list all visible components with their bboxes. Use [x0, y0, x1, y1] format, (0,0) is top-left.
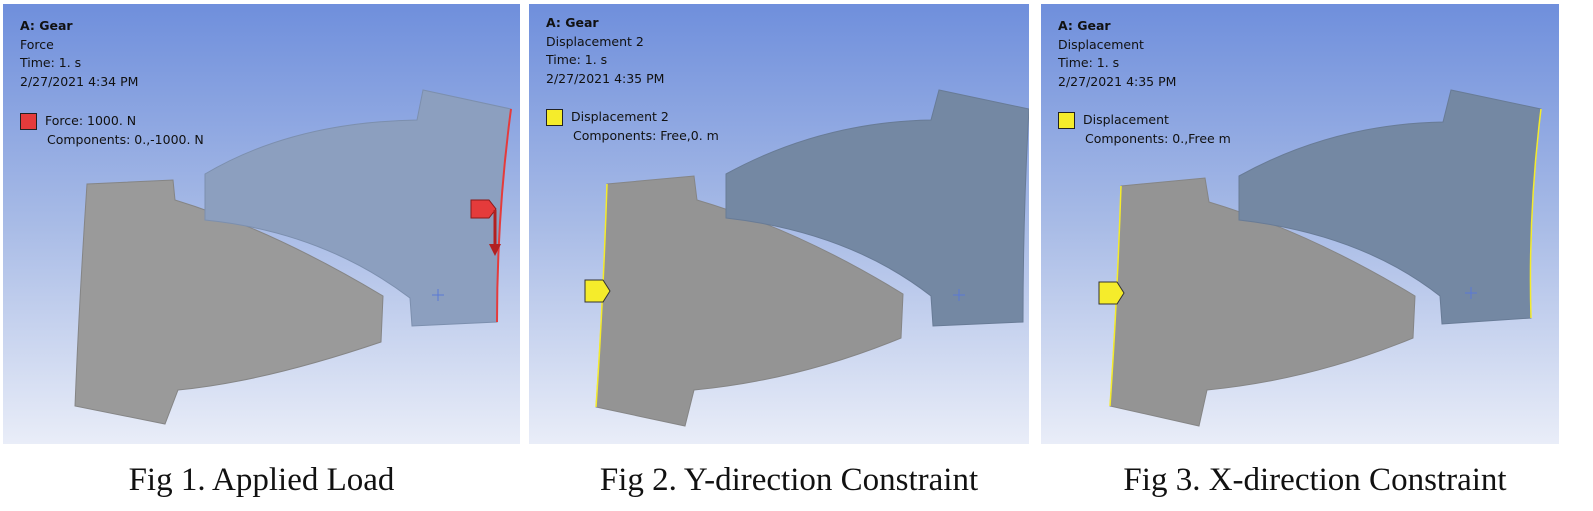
legend-label: Force: 1000. N — [45, 113, 137, 128]
crosshair-icon — [953, 289, 965, 301]
legend-components: Components: 0.,Free m — [1085, 130, 1231, 146]
analysis-info: A: Gear Displacement 2 Time: 1. s 2/27/2… — [546, 14, 664, 88]
crosshair-icon — [1465, 287, 1477, 299]
displacement-swatch-icon — [546, 108, 563, 126]
legend-label: Displacement — [1083, 112, 1169, 127]
model-title: A: Gear — [1058, 18, 1111, 33]
analysis-info: A: Gear Displacement Time: 1. s 2/27/202… — [1058, 17, 1176, 91]
legend-label: Displacement 2 — [571, 109, 669, 124]
figure-caption-1: Fig 1. Applied Load — [128, 462, 395, 498]
load-legend: Displacement 2 Components: Free,0. m — [546, 108, 719, 145]
viewport-x-constraint[interactable]: A: Gear Displacement Time: 1. s 2/27/202… — [1041, 4, 1559, 444]
model-title: A: Gear — [546, 15, 599, 30]
legend-components: Components: Free,0. m — [573, 127, 719, 143]
figure-caption-3: Fig 3. X-direction Constraint — [1123, 462, 1507, 498]
timestamp: 2/27/2021 4:35 PM — [546, 70, 665, 86]
load-legend: Force: 1000. N Components: 0.,-1000. N — [20, 112, 204, 149]
analysis-name: Force — [20, 36, 54, 52]
right-gear-body — [725, 89, 1029, 327]
gear-geometry-view — [74, 89, 512, 425]
timestamp: 2/27/2021 4:34 PM — [20, 73, 139, 89]
model-title: A: Gear — [20, 18, 73, 33]
analysis-name: Displacement 2 — [546, 33, 644, 49]
timestamp: 2/27/2021 4:35 PM — [1058, 73, 1177, 89]
gear-geometry-view — [584, 89, 1029, 427]
force-arrow-icon — [470, 199, 501, 256]
displacement-pentagon-icon — [1098, 281, 1125, 305]
load-legend: Displacement Components: 0.,Free m — [1058, 111, 1231, 148]
viewport-applied-load[interactable]: A: Gear Force Time: 1. s 2/27/2021 4:34 … — [3, 4, 520, 444]
left-gear-body — [74, 179, 384, 425]
viewport-y-constraint[interactable]: A: Gear Displacement 2 Time: 1. s 2/27/2… — [529, 4, 1029, 444]
time-label: Time: 1. s — [1058, 55, 1120, 70]
figure-caption-2: Fig 2. Y-direction Constraint — [599, 462, 979, 498]
time-label: Time: 1. s — [546, 52, 608, 67]
displacement-pentagon-icon — [584, 279, 611, 303]
analysis-info: A: Gear Force Time: 1. s 2/27/2021 4:34 … — [20, 17, 138, 91]
crosshair-icon — [432, 289, 444, 301]
gear-geometry-view — [1098, 89, 1542, 427]
displacement-swatch-icon — [1058, 111, 1075, 129]
force-swatch-icon — [20, 112, 37, 130]
time-label: Time: 1. s — [20, 55, 82, 70]
force-edge-highlight — [496, 108, 512, 323]
analysis-name: Displacement — [1058, 36, 1144, 52]
legend-components: Components: 0.,-1000. N — [47, 131, 204, 147]
constraint-edge-highlight — [1529, 108, 1542, 319]
